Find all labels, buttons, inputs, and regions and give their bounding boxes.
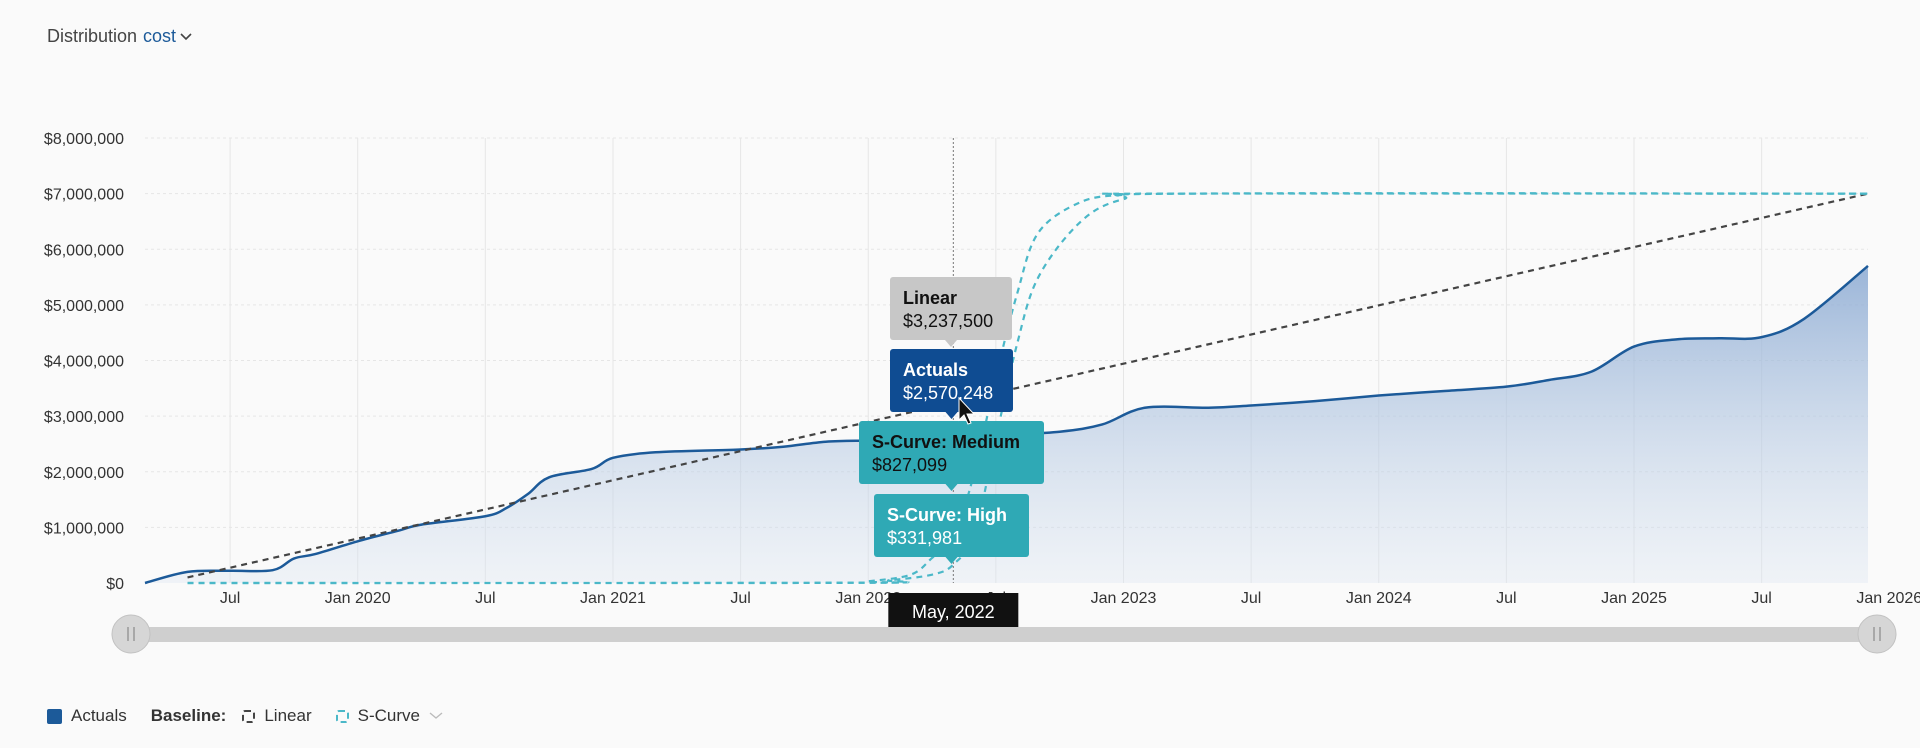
tooltip-pointer (945, 484, 958, 491)
tooltip-actuals (890, 349, 1013, 412)
linear-line (187, 192, 1869, 579)
tooltip-pointer (945, 340, 957, 347)
x-tick-label: Jan 2023 (1091, 590, 1157, 607)
x-tick-label: Jul (1751, 590, 1771, 607)
legend-linear-label: Linear (264, 706, 312, 725)
x-tick-label: Jan 2020 (325, 590, 391, 607)
scurve-swatch (335, 709, 349, 723)
crosshair-date-box (888, 593, 1019, 631)
tooltip-linear (890, 277, 1012, 340)
x-axis: Jul Jan 2020 Jul Jan 2021 Jul Jan 2022 Jul Jan … (220, 590, 1920, 607)
legend-scurve-label: S-Curve (357, 706, 420, 725)
y-tick-label: $1,000,000 (44, 520, 124, 537)
y-tick-label: $7,000,000 (44, 187, 124, 204)
distribution-chart: $0 $1,000,000 $2,000,000 $3,000,000 $4,000,0… (44, 131, 1920, 654)
crosshair: May, 2022 (888, 138, 1019, 631)
tooltip-value: $827,099 (872, 455, 947, 475)
y-tick-label: $2,000,000 (44, 465, 124, 482)
chevron-down-icon (180, 32, 192, 40)
x-tick-label: Jul (1496, 590, 1516, 607)
y-tick-label: $6,000,000 (44, 242, 124, 259)
tooltip-value: $2,570,248 (903, 383, 993, 403)
legend-actuals-label: Actuals (71, 706, 127, 725)
tooltip-title: S-Curve: High (887, 505, 1007, 525)
legend-item-actuals[interactable]: Actuals (47, 706, 127, 726)
x-tick-label: Jan 2024 (1346, 590, 1412, 607)
x-tick-label: Jan 2022 (835, 590, 901, 607)
legend-item-linear[interactable]: Linear (242, 706, 312, 726)
y-tick-label: $0 (106, 576, 124, 593)
scroller-handle-right[interactable] (1857, 614, 1897, 654)
y-axis: $0 $1,000,000 $2,000,000 $3,000,000 $4,000,0… (44, 131, 124, 593)
cursor-icon (958, 396, 976, 425)
tooltip-pointer (945, 557, 958, 564)
tooltips: Linear $3,237,500 Actuals $2,570,248 S-Curve… (859, 277, 1044, 564)
metric-selector-value: cost (143, 26, 177, 46)
range-scroller[interactable] (111, 614, 1897, 654)
scroller-handle-left[interactable] (111, 614, 151, 654)
x-tick-label: Jan 2025 (1601, 590, 1667, 607)
tooltip-s-curve-high (874, 494, 1029, 557)
header-label: Distribution (47, 26, 138, 46)
y-tick-label: $3,000,000 (44, 409, 124, 426)
tooltip-title: S-Curve: Medium (872, 432, 1020, 452)
y-tick-label: $4,000,000 (44, 354, 124, 371)
y-tick-label: $8,000,000 (44, 131, 124, 148)
metric-selector[interactable]: cost (143, 26, 192, 47)
x-tick-label: Jul (1241, 590, 1261, 607)
tooltip-title: Linear (903, 288, 957, 308)
tooltip-pointer (945, 412, 958, 419)
tooltip-value: $3,237,500 (903, 311, 993, 331)
actuals-area (145, 265, 1868, 583)
x-tick-label: Jul (475, 590, 495, 607)
x-tick-label: Jul (220, 590, 240, 607)
x-tick-label: Jul (730, 590, 750, 607)
tooltip-value: $331,981 (887, 528, 962, 548)
crosshair-date-label: May, 2022 (912, 602, 995, 622)
chevron-down-icon (429, 712, 443, 719)
x-tick-label: Jan 2021 (580, 590, 646, 607)
legend-baseline-label: Baseline: (150, 706, 227, 725)
actuals-swatch (47, 708, 62, 724)
legend-item-scurve[interactable]: S-Curve (335, 706, 443, 726)
chart-header: Distribution cost (47, 26, 192, 47)
chart-legend: Actuals Baseline: Linear S-Curve (47, 706, 467, 726)
tooltip-title: Actuals (903, 360, 968, 380)
x-tick-label: Jan 2026 (1856, 590, 1920, 607)
tooltip-s-curve-medium (859, 421, 1044, 484)
linear-swatch (242, 709, 256, 723)
y-tick-label: $5,000,000 (44, 298, 124, 315)
scroller-track (130, 627, 1878, 642)
